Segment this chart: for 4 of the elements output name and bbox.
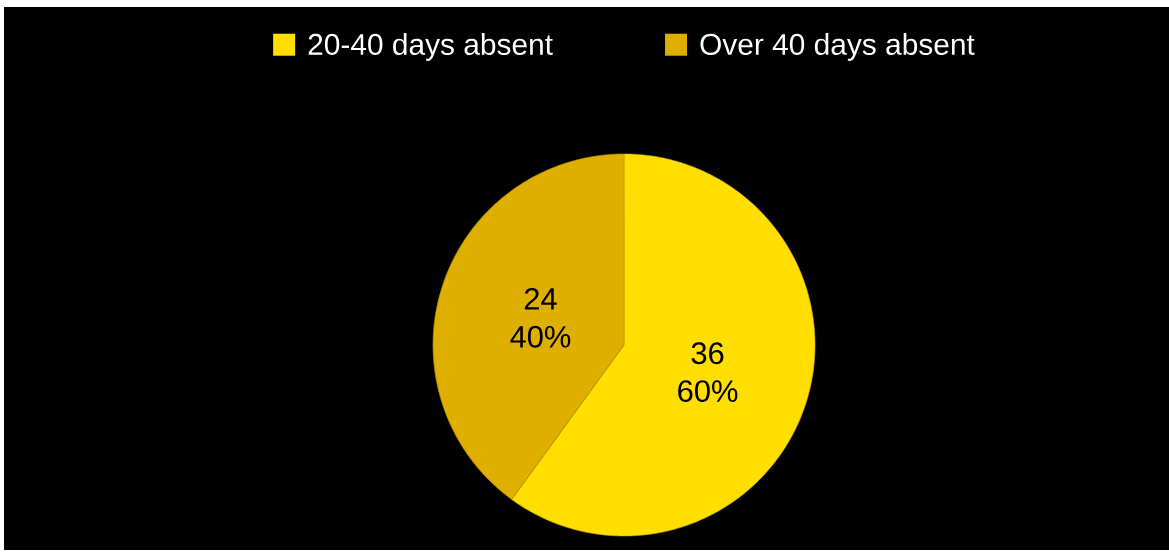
data-label: 36 60% — [678, 342, 738, 402]
data-label: 24 40% — [510, 287, 571, 348]
legend-label: 20-40 days absent — [308, 33, 553, 61]
legend-label: Over 40 days absent — [700, 33, 975, 61]
